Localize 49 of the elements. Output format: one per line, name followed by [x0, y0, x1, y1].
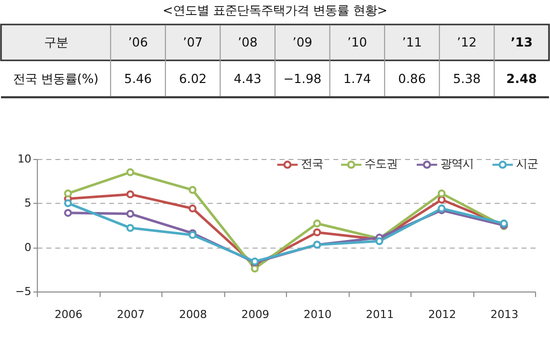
- legend-label: 시군: [516, 156, 538, 171]
- data-label: −1.98: [283, 70, 322, 86]
- point: [438, 190, 446, 198]
- x-tick-label: 2006: [54, 308, 82, 321]
- x-tick-label: ’09: [292, 34, 312, 50]
- x-tick-label: ’12: [456, 34, 477, 50]
- point: [64, 190, 72, 198]
- x-tick-label: 2009: [241, 308, 270, 321]
- y-tick-label: 5: [24, 196, 32, 210]
- y-tick-label: −5: [15, 285, 32, 298]
- legend-label: 수도권: [364, 156, 398, 171]
- y-axis-title: 구분: [44, 34, 68, 50]
- chart-title: <연도별 표준단독주택가격 변동률 현황>: [162, 2, 388, 18]
- point: [126, 168, 134, 176]
- y-tick-label: 10: [17, 152, 32, 166]
- x-tick-label: 2008: [179, 308, 208, 321]
- point: [126, 210, 134, 218]
- x-tick-label: 2013: [490, 308, 518, 321]
- data-label: 5.38: [452, 70, 481, 86]
- point: [126, 224, 134, 232]
- x-tick-label: ’10: [347, 34, 368, 50]
- x-tick-label: ’13: [510, 34, 533, 50]
- data-label: 4.43: [234, 70, 262, 86]
- point: [313, 228, 322, 236]
- point: [64, 208, 72, 217]
- point: [126, 190, 134, 198]
- point: [64, 199, 72, 208]
- data-label: 6.02: [178, 70, 207, 86]
- legend-label: 전국: [300, 156, 323, 171]
- x-tick-label: 2010: [304, 308, 332, 321]
- x-tick-label: 2012: [428, 308, 456, 321]
- point: [438, 196, 446, 204]
- x-tick-label: ’11: [402, 34, 422, 50]
- y-tick-label: 0: [24, 240, 32, 254]
- data-label: 5.46: [124, 70, 152, 86]
- point: [188, 186, 196, 194]
- x-tick-label: 2007: [116, 308, 145, 321]
- x-tick-label: 2011: [366, 308, 394, 321]
- point: [188, 204, 196, 212]
- data-label: 0.86: [398, 70, 426, 86]
- data-label: 1.74: [343, 70, 372, 86]
- legend-label: 광역시: [440, 156, 474, 171]
- x-tick-label: ’07: [182, 34, 203, 50]
- x-tick-label: ’06: [128, 34, 148, 50]
- data-label: 2.48: [506, 70, 537, 86]
- point: [250, 264, 259, 272]
- x-tick-label: ’08: [238, 34, 258, 50]
- y-tick-label: 전국 변동률(%): [13, 70, 99, 86]
- point: [313, 220, 322, 228]
